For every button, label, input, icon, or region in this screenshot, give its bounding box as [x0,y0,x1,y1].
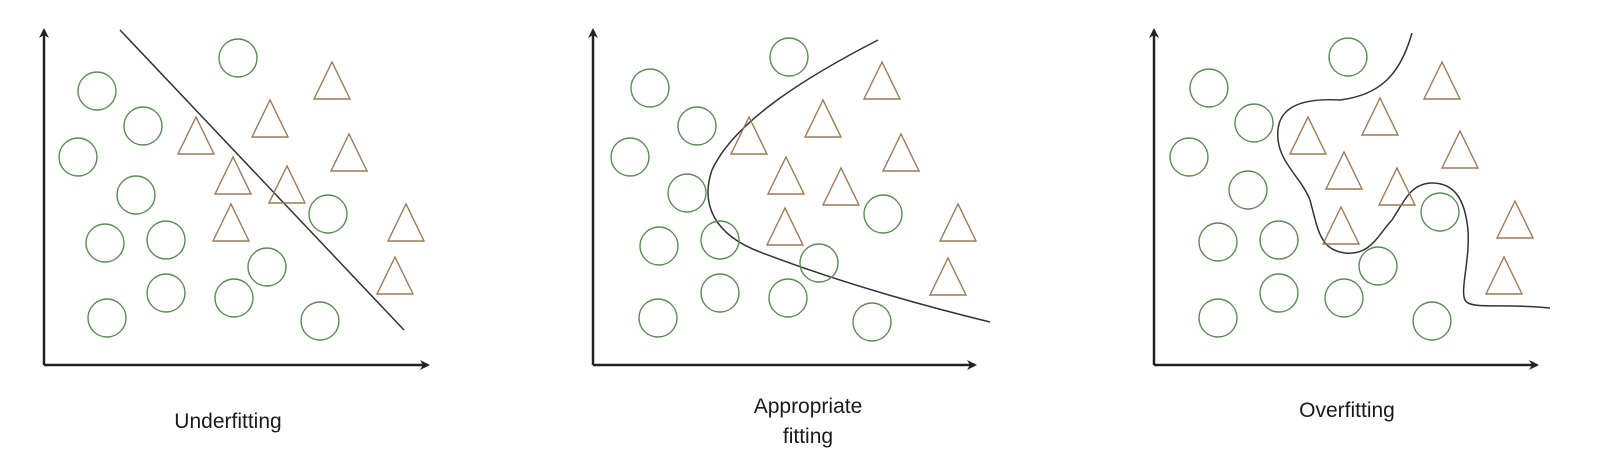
circle-point [1228,170,1268,210]
circle-point [700,273,740,313]
decision-boundary-straight-line [119,29,405,331]
panel-overfitting [1149,28,1551,370]
triangle-point [1321,205,1361,245]
circle-point [146,220,186,260]
circle-point [308,194,348,234]
circle-point [85,223,125,263]
triangles-class-b [729,60,978,296]
circle-point [630,68,670,108]
circle-point [638,298,678,338]
circle-point [852,302,892,342]
circle-point [146,273,186,313]
triangle-point [267,164,307,204]
triangle-point [213,155,253,195]
caption-appropriate-fitting: Appropriate fitting [688,392,928,452]
circle-point [1234,103,1274,143]
triangle-point [1440,129,1480,169]
caption-line: Underfitting [174,410,282,433]
circle-point [1420,192,1460,232]
triangle-point [766,155,806,195]
circle-point [123,106,163,146]
triangles-class-b [176,60,426,295]
circle-point [58,137,98,177]
circle-point [677,106,717,146]
circle-point [1169,137,1209,177]
circles-class-a [1169,37,1460,341]
triangle-point [1324,150,1364,190]
triangle-point [862,60,902,100]
circle-point [1324,278,1364,318]
triangle-point [1422,60,1462,100]
circle-point [1198,298,1238,338]
triangle-point [375,255,415,295]
triangle-point [1377,166,1417,206]
circle-point [116,175,156,215]
circle-point [1259,220,1299,260]
panel-underfitting [39,28,430,370]
triangle-point [938,202,978,242]
circle-point [1412,301,1452,341]
triangle-point [765,206,805,246]
circles-class-a [610,37,903,342]
circle-point [667,173,707,213]
circle-point [1328,37,1368,77]
circle-point [769,37,809,77]
triangle-point [729,115,769,155]
circle-point [1189,68,1229,108]
circle-point [610,137,650,177]
circles-class-a [58,38,348,341]
panel-appropriate-fitting [588,28,991,370]
circle-point [1198,222,1238,262]
circle-point [768,278,808,318]
circle-point [87,298,127,338]
caption-line: fitting [782,425,834,448]
circle-point [77,71,117,111]
triangles-class-b [1288,60,1535,295]
triangle-point [1360,96,1400,136]
triangle-point [329,132,369,172]
caption-underfitting: Underfitting [108,407,348,437]
circle-point [700,220,740,260]
triangle-point [803,98,843,138]
caption-line: Appropriate [753,395,863,418]
caption-overfitting: Overfitting [1227,396,1467,426]
caption-line: Overfitting [1299,399,1395,422]
triangle-point [881,132,921,172]
circle-point [799,243,839,283]
circle-point [247,247,287,287]
triangle-point [928,256,968,296]
triangle-point [1495,199,1535,239]
triangle-point [312,60,352,100]
decision-boundary-curve [707,39,991,323]
triangle-point [211,202,251,242]
circle-point [1259,273,1299,313]
circle-point [214,278,254,318]
circle-point [300,301,340,341]
circle-point [218,38,258,78]
circle-point [863,194,903,234]
triangle-point [1288,115,1328,155]
decision-boundary-wiggly-curve [1277,32,1551,309]
triangle-point [1484,255,1524,295]
triangle-point [250,98,290,138]
triangle-point [821,166,861,206]
triangle-point [176,115,216,155]
triangle-point [386,202,426,242]
circle-point [639,226,679,266]
circle-point [1358,246,1398,286]
